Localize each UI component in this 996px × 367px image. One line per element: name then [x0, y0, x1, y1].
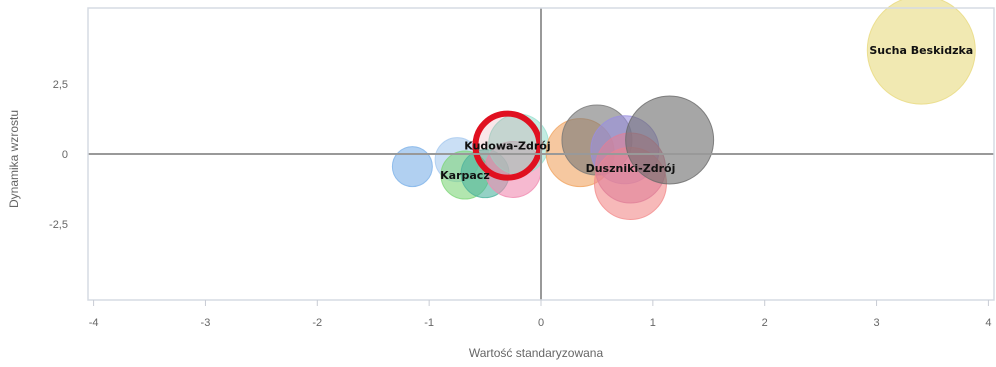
x-tick-label: -3	[201, 317, 211, 329]
y-tick-label: 2,5	[53, 79, 68, 91]
bubble-point	[472, 110, 543, 181]
x-tick-label: 0	[538, 317, 544, 329]
bubble-point	[866, 0, 976, 105]
bubble-label: Kudowa-Zdrój	[464, 140, 550, 153]
x-tick-label: 3	[873, 317, 879, 329]
bubble-point	[391, 146, 433, 188]
bubble-label-layer: Karpacz Kudowa-Zdrój Duszniki-Zdrój Sucha B…	[440, 44, 973, 182]
bubble-label: Sucha Beskidzka	[869, 44, 973, 57]
x-tick-label: -4	[89, 317, 99, 329]
x-axis-title: Wartość standaryzowana	[469, 346, 604, 360]
y-tick-label: 0	[62, 149, 68, 161]
x-tick-label: 4	[985, 317, 991, 329]
y-tick-label: -2,5	[49, 219, 68, 231]
x-tick-label: -1	[424, 317, 434, 329]
bubble-layer	[391, 0, 976, 220]
bubble-label: Karpacz	[440, 169, 490, 182]
x-axis-ticks: -4 -3 -2 -1 0 1 2 3 4	[89, 300, 991, 329]
x-tick-label: 1	[650, 317, 656, 329]
bubble-point	[625, 95, 715, 185]
y-axis-title: Dynamika wzrostu	[7, 110, 21, 208]
x-tick-label: 2	[762, 317, 768, 329]
y-axis-ticks: 2,5 0 -2,5	[49, 79, 68, 231]
bubble-label: Duszniki-Zdrój	[586, 162, 676, 175]
x-tick-label: -2	[312, 317, 322, 329]
